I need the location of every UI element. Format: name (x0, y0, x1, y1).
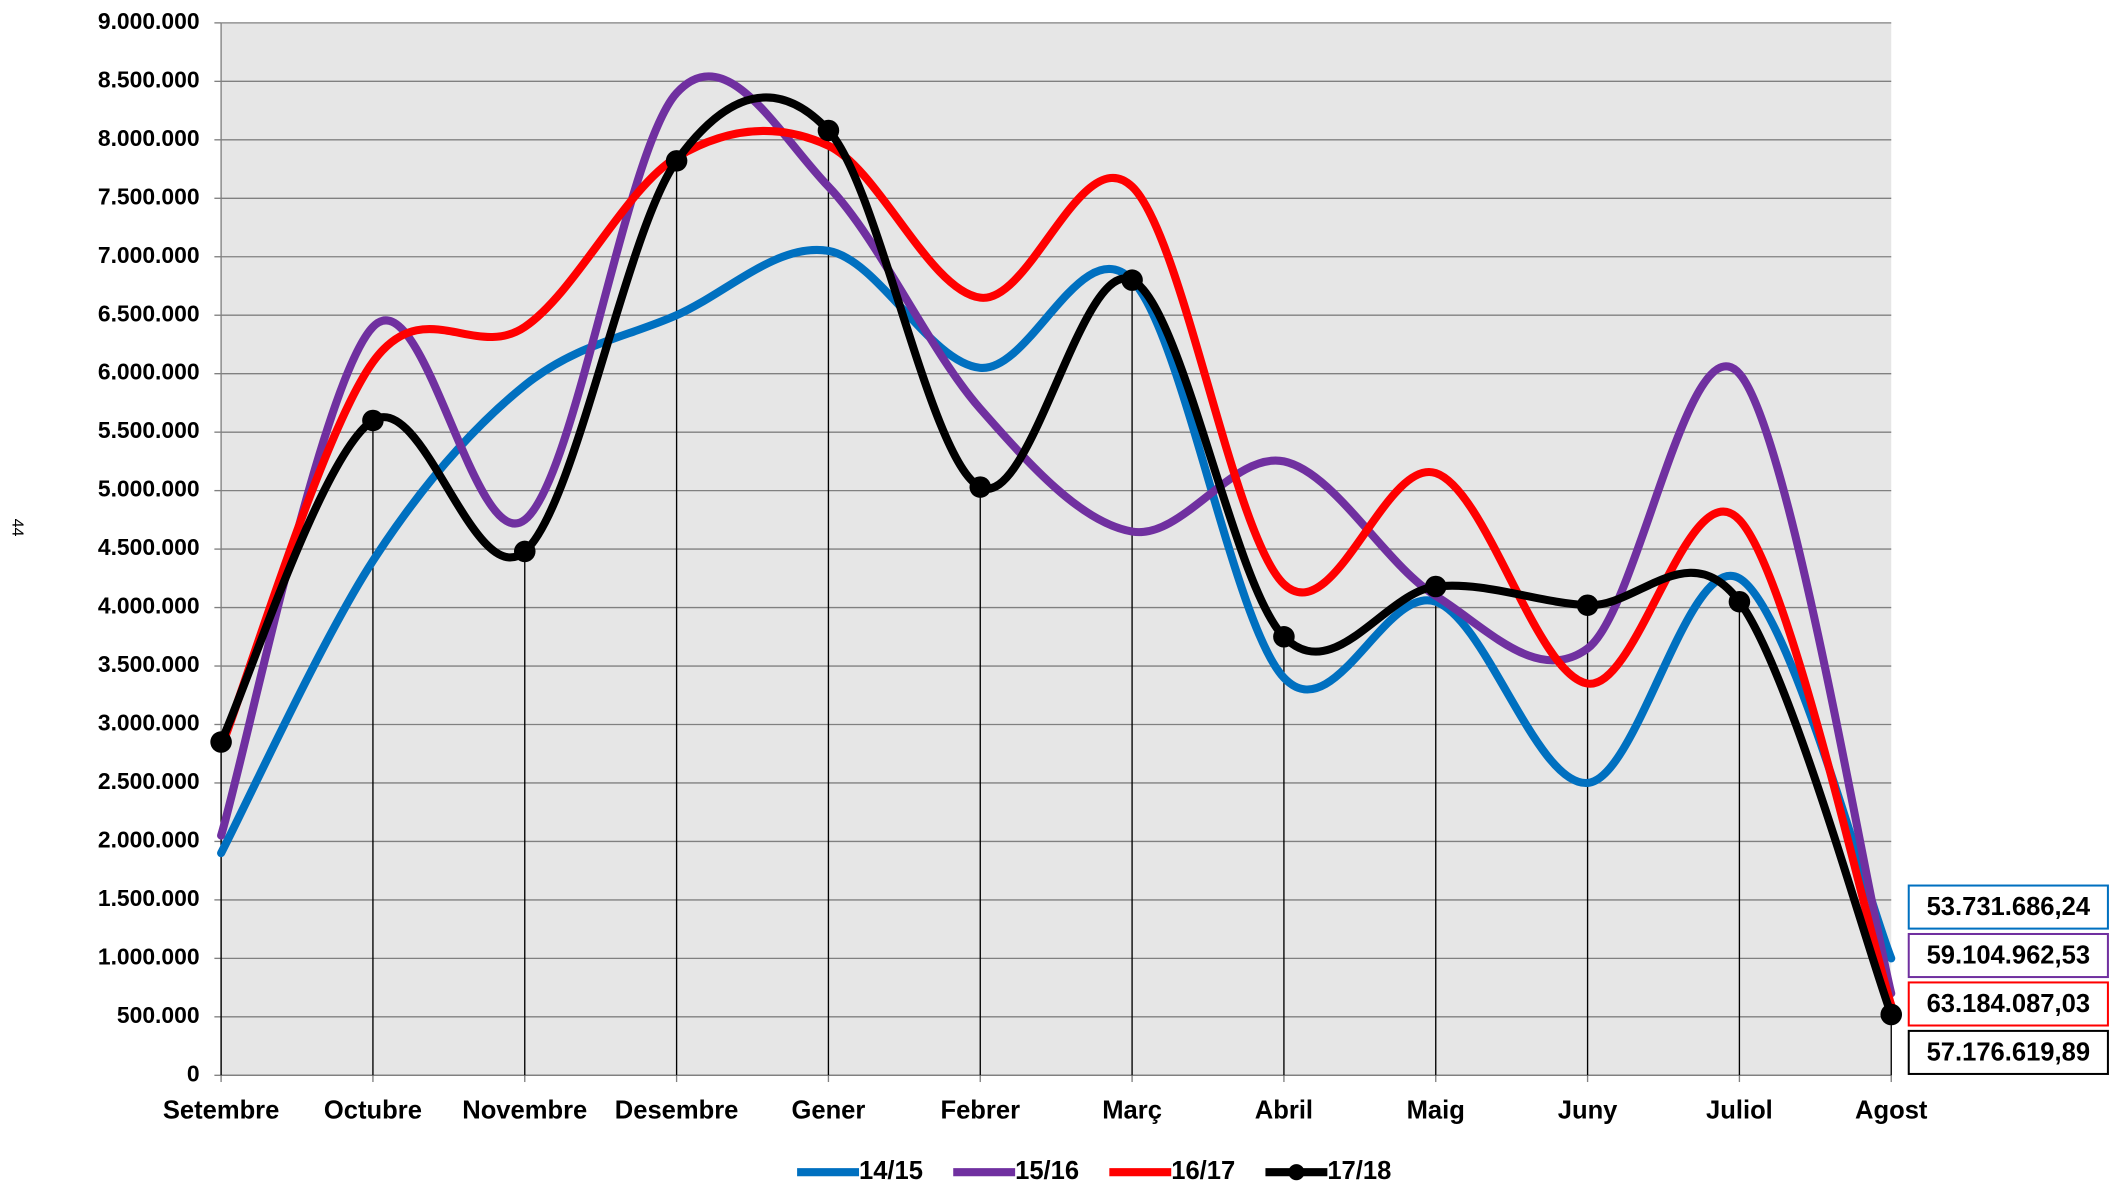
total-label-box (1907, 1029, 2109, 1075)
y-tick-label: 5.500.000 (98, 417, 200, 443)
data-point (362, 409, 384, 432)
data-point (817, 119, 840, 142)
total-label: 53.731.686,24 (1927, 893, 2091, 921)
y-tick-label: 4.500.000 (98, 534, 200, 560)
total-label: 59.104.962,53 (1927, 942, 2090, 970)
legend-marker (1288, 1164, 1305, 1181)
y-tick-label: 1.500.000 (98, 885, 200, 911)
series-line (217, 72, 1896, 998)
y-tick-label: 9.000.000 (98, 8, 200, 34)
legend-label: 16/17 (1171, 1157, 1235, 1185)
x-tick-label: Juny (1558, 1096, 1618, 1124)
data-point (665, 150, 688, 172)
legend-label: 15/16 (1015, 1157, 1079, 1185)
data-point (1424, 575, 1447, 598)
data-point (969, 476, 992, 498)
data-point (1880, 1003, 1903, 1026)
x-tick-label: Juliol (1706, 1096, 1773, 1124)
y-tick-label: 500.000 (117, 1002, 200, 1028)
data-point (210, 731, 232, 753)
x-tick-label: Gener (791, 1096, 865, 1124)
y-tick-label: 5.000.000 (98, 476, 200, 502)
y-tick-label: 0 (187, 1060, 200, 1086)
total-label: 63.184.087,03 (1927, 990, 2090, 1018)
y-tick-label: 3.000.000 (98, 710, 200, 736)
y-tick-label: 8.500.000 (98, 66, 200, 92)
x-tick-label: Maig (1407, 1096, 1465, 1124)
x-tick-label: Desembre (615, 1096, 739, 1124)
x-tick-label: Octubre (324, 1096, 422, 1124)
y-tick-label: 2.500.000 (98, 768, 200, 794)
legend-label: 17/18 (1327, 1157, 1391, 1185)
x-tick-label: Febrer (940, 1096, 1020, 1124)
data-point (1121, 269, 1143, 291)
x-tick-label: Març (1102, 1096, 1162, 1124)
y-tick-label: 4.000.000 (98, 593, 200, 619)
data-point (1273, 626, 1295, 648)
y-tick-label: 2.000.000 (98, 826, 200, 852)
series-line (217, 127, 1896, 1010)
data-point (1728, 590, 1751, 613)
x-tick-label: Novembre (462, 1096, 587, 1124)
total-label: 57.176.619,89 (1927, 1039, 2090, 1067)
x-tick-label: Setembre (163, 1096, 280, 1124)
total-label-box (1907, 981, 2109, 1027)
data-point (1576, 594, 1599, 616)
y-tick-label: 7.000.000 (98, 242, 200, 268)
data-point (513, 540, 536, 563)
y-tick-label: 3.500.000 (98, 651, 200, 677)
legend-label: 14/15 (859, 1157, 923, 1185)
y-tick-label: 6.500.000 (98, 300, 200, 326)
total-label-box (1907, 932, 2109, 979)
page-number: 44 (8, 519, 26, 537)
x-tick-label: Agost (1855, 1096, 1928, 1124)
total-label-box (1907, 884, 2109, 930)
y-tick-label: 6.000.000 (98, 359, 200, 385)
y-tick-label: 7.500.000 (98, 183, 200, 209)
x-tick-label: Abril (1255, 1096, 1313, 1124)
series-line (217, 93, 1896, 1019)
y-tick-label: 1.000.000 (98, 943, 200, 969)
y-tick-label: 8.000.000 (98, 125, 200, 151)
